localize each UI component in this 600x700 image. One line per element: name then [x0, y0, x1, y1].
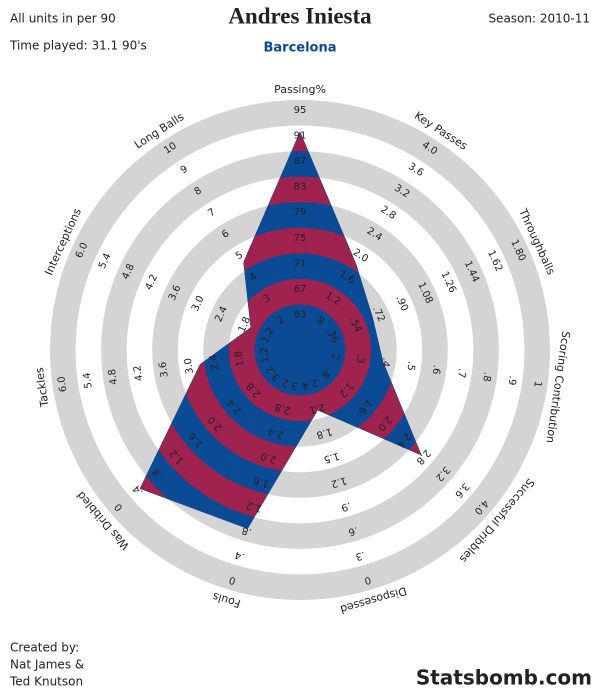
tick-label: 9 [179, 164, 190, 177]
tick-label: .7 [455, 368, 467, 379]
tick-label: 6.0 [56, 375, 69, 392]
center-disk [276, 326, 324, 374]
credit-line: Ted Knutson [9, 675, 83, 689]
season: Season: 2010-11 [488, 12, 590, 26]
tick-label: 2.4 [267, 425, 285, 440]
tick-label: 1.2 [245, 499, 263, 514]
time-played: Time played: 31.1 90's [9, 39, 147, 53]
tick-label: 1.6 [252, 474, 270, 489]
tick-label: 0 [228, 574, 237, 586]
tick-label: 83 [294, 182, 307, 193]
tick-label: 1.8 [233, 350, 246, 367]
tick-label: .8 [241, 524, 253, 537]
tick-label: 3.6 [158, 361, 171, 378]
tick-label: .4 [234, 549, 246, 562]
tick-label: 7 [206, 207, 217, 220]
tick-label: 4 [248, 271, 259, 284]
tick-label: 95 [294, 105, 307, 116]
credit-line: Created by: [10, 641, 79, 655]
tick-label: 2.1 [308, 401, 326, 416]
tick-label: .3 [354, 549, 366, 562]
tick-label: 4.8 [107, 368, 120, 385]
tick-label: .5 [404, 360, 416, 371]
tick-label: 2.0 [259, 450, 277, 465]
axis-name: Fouls [211, 590, 242, 611]
credit-line: Nat James & [10, 658, 84, 672]
axis-name: Tackles [33, 366, 52, 408]
tick-label: 5.4 [82, 372, 95, 389]
tick-label: .9 [506, 375, 518, 386]
tick-label: 1.2 [329, 474, 347, 489]
tick-label: 79 [294, 207, 307, 218]
tick-label: 3.2 [281, 376, 299, 391]
tick-label: 8 [193, 185, 204, 198]
chart-title: Andres Iniesta [228, 3, 372, 28]
chart-subtitle: Barcelona [263, 41, 336, 56]
tick-label: 3.0 [183, 357, 196, 374]
tick-label: 91 [294, 131, 307, 142]
tick-label: 1 [531, 380, 543, 388]
tick-label: 2.4 [301, 376, 319, 391]
tick-label: 63 [294, 309, 307, 320]
tick-label: 1.8 [315, 425, 333, 440]
tick-label: 3 [262, 293, 273, 306]
tick-label: 2.8 [274, 401, 292, 416]
tick-label: .9 [340, 500, 352, 513]
brand: Statsbomb.com [416, 666, 592, 690]
tick-label: 2.4 [208, 354, 221, 371]
tick-label: 5 [234, 250, 245, 263]
tick-label: .8 [480, 371, 492, 382]
tick-label: 6 [220, 228, 231, 241]
tick-label: 75 [294, 233, 307, 244]
axis-name: Passing% [274, 83, 326, 96]
tick-label: 1.5 [322, 450, 340, 465]
tick-label: 4.2 [132, 364, 145, 381]
tick-label: .2 [329, 350, 341, 361]
tick-label: 67 [294, 284, 307, 295]
tick-label: 2 [275, 314, 286, 327]
tick-label: 1.2 [259, 346, 272, 363]
tick-label: .4 [379, 357, 391, 368]
tick-label: 87 [294, 156, 307, 167]
tick-label: 71 [294, 258, 307, 269]
tick-label: 0 [363, 574, 372, 586]
units-note: All units in per 90 [10, 12, 116, 26]
tick-label: .6 [347, 524, 359, 537]
tick-label: .3 [354, 353, 366, 364]
radar-polygon [139, 131, 422, 529]
tick-label: .6 [430, 364, 442, 375]
